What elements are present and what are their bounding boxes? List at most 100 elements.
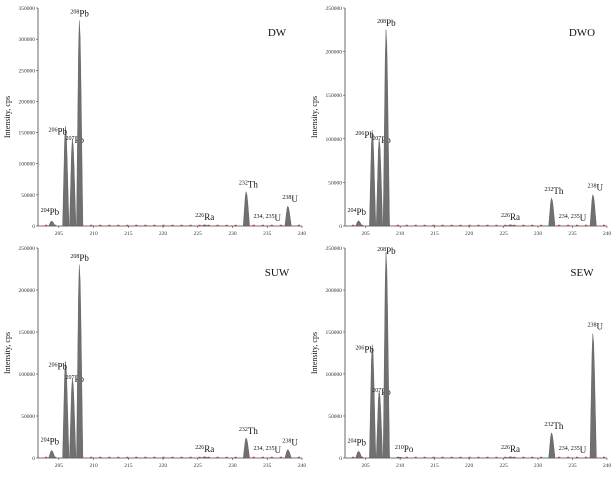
peak-label-204pb: 204Pb	[41, 207, 60, 217]
peak-label-210po: 210Po	[395, 444, 414, 454]
annotation-element: U	[275, 213, 282, 223]
panel-title: DWO	[569, 27, 595, 39]
y-tick-label: 300000	[19, 37, 36, 43]
x-tick-label: 210	[396, 463, 405, 469]
peak-label-232th: 232Th	[544, 421, 563, 431]
y-tick-label: 0	[339, 224, 342, 230]
x-tick-label: 215	[431, 231, 440, 237]
peak-label-206pb: 206Pb	[355, 345, 374, 355]
x-tick-label: 225	[194, 231, 203, 237]
y-axis-label: Intensity, cps	[310, 332, 319, 374]
x-tick-label: 210	[89, 231, 98, 237]
peak-label-226ra-element: Ra	[204, 212, 214, 222]
x-tick-label: 235	[263, 231, 272, 237]
peak-label-204pb-element: Pb	[357, 207, 367, 217]
peak-label-208pb-mass: 208	[70, 254, 79, 260]
peak-label-208pb-mass: 208	[377, 247, 386, 253]
y-tick-label: 200000	[326, 50, 343, 56]
peak-label-232th: 232Th	[544, 186, 563, 196]
peak-label-208pb-element: Pb	[386, 18, 396, 28]
peak-207pb	[376, 138, 383, 227]
x-tick-label: 230	[534, 463, 543, 469]
y-tick-label: 0	[32, 224, 35, 230]
peak-label-226ra-mass: 226	[195, 445, 204, 451]
peak-label-206pb-element: Pb	[58, 361, 68, 371]
x-tick-label: 230	[228, 463, 237, 469]
panel-title: DW	[268, 27, 287, 39]
peak-232th	[548, 432, 556, 459]
annotation-234-235u: 234, 235U	[254, 213, 282, 223]
annotation-element: U	[580, 213, 587, 223]
peak-label-206pb-element: Pb	[58, 126, 68, 136]
panel-sew: 0 50000 100000 150000 200000 250000 205 210 215 2…	[310, 246, 611, 469]
peak-label-204pb-mass: 204	[41, 208, 50, 214]
x-tick-label: 205	[362, 231, 371, 237]
y-tick-label: 250000	[19, 246, 36, 252]
peak-207pb	[69, 138, 77, 227]
annotation-234-235u: 234, 235U	[559, 213, 587, 223]
y-tick-label: 0	[32, 456, 35, 462]
peak-label-206pb: 206Pb	[49, 126, 68, 136]
y-tick-label: 100000	[326, 137, 343, 143]
peak-208pb	[76, 264, 84, 459]
y-tick-label: 200000	[19, 288, 36, 294]
peak-206pb	[62, 126, 70, 227]
peak-204pb	[48, 450, 56, 459]
panel-dw: 0 50000 100000 150000 200000 250000 300000 3500…	[3, 6, 306, 237]
x-tick-label: 240	[603, 231, 612, 237]
peak-238u	[284, 449, 292, 459]
x-tick-label: 225	[499, 463, 508, 469]
x-tick-label: 240	[298, 231, 307, 237]
x-tick-label: 205	[55, 463, 64, 469]
peak-label-207pb-mass: 207	[65, 136, 74, 142]
peak-232th	[242, 437, 250, 459]
peak-208pb	[382, 29, 390, 227]
peak-label-232th-element: Th	[248, 426, 258, 436]
peak-label-238u-element: U	[596, 183, 603, 193]
y-tick-label: 150000	[326, 330, 343, 336]
peak-label-208pb-element: Pb	[79, 8, 89, 18]
peak-label-238u: 238U	[587, 322, 603, 332]
x-tick-label: 205	[362, 463, 371, 469]
peak-label-204pb-element: Pb	[50, 436, 60, 446]
panel-dwo: 0 50000 100000 150000 200000 250000 205 210 215 2…	[310, 6, 611, 237]
peak-label-204pb-mass: 204	[41, 437, 50, 443]
y-tick-label: 50000	[328, 180, 342, 186]
peak-label-226ra-element: Ra	[510, 212, 520, 222]
peak-232th	[243, 191, 250, 227]
y-tick-label: 50000	[328, 414, 342, 420]
annotation-mass: 234, 235	[559, 214, 580, 220]
peak-label-226ra-mass: 226	[501, 213, 510, 219]
peak-238u	[589, 333, 597, 459]
x-tick-label: 220	[159, 463, 168, 469]
y-tick-label: 100000	[326, 372, 343, 378]
peak-label-232th-mass: 232	[239, 181, 248, 187]
x-tick-label: 235	[263, 463, 272, 469]
y-tick-label: 200000	[326, 288, 343, 294]
annotation-mass: 234, 235	[254, 214, 275, 220]
panel-suw: 0 50000 100000 150000 200000 250000 205 210 215 2…	[3, 246, 306, 469]
peak-label-238u-mass: 238	[587, 323, 596, 329]
peak-label-204pb-mass: 204	[348, 208, 357, 214]
annotation-234-235u: 234, 235U	[254, 445, 282, 455]
x-tick-label: 215	[124, 463, 133, 469]
peak-label-226ra-mass: 226	[501, 445, 510, 451]
peak-label-226ra-element: Ra	[204, 444, 214, 454]
x-tick-label: 210	[89, 463, 98, 469]
x-tick-label: 215	[431, 463, 440, 469]
peak-232th	[548, 197, 556, 227]
peak-206pb	[369, 130, 376, 227]
y-tick-label: 100000	[19, 162, 36, 168]
peak-207pb	[69, 378, 77, 459]
x-tick-label: 240	[298, 463, 307, 469]
peak-label-238u: 238U	[282, 438, 298, 448]
peak-label-226ra: 226Ra	[195, 444, 214, 454]
y-tick-label: 50000	[21, 414, 35, 420]
peak-label-238u: 238U	[587, 183, 603, 193]
x-tick-label: 230	[534, 231, 543, 237]
peak-label-238u-element: U	[596, 322, 603, 332]
y-tick-label: 200000	[19, 99, 36, 105]
peak-206pb	[62, 361, 70, 459]
